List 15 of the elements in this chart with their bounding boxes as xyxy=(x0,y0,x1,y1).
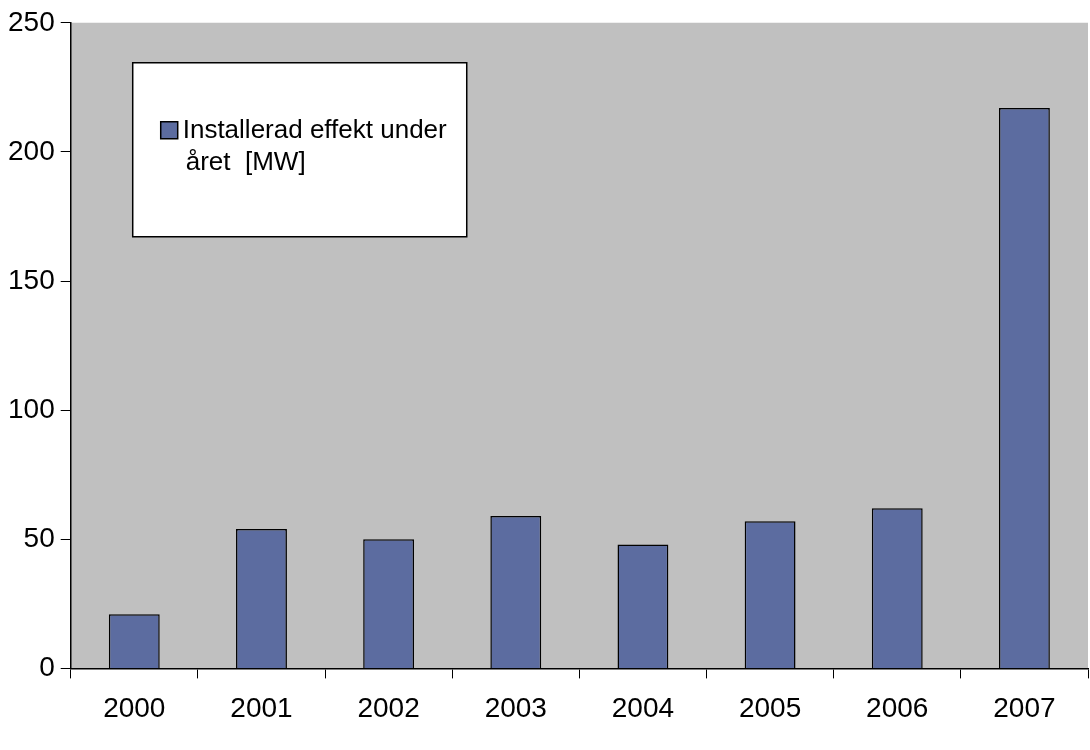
x-tick-label: 2005 xyxy=(738,691,802,723)
y-tick-label: 0 xyxy=(39,651,55,683)
y-tick-label: 200 xyxy=(8,134,55,166)
y-tick-label: 150 xyxy=(8,263,55,295)
x-tick-label: 2004 xyxy=(611,691,675,723)
x-tick-label: 2000 xyxy=(103,691,166,723)
x-tick-label: 2003 xyxy=(484,691,547,723)
y-tick-label: 250 xyxy=(8,5,55,37)
x-tick-label: 2001 xyxy=(230,691,293,723)
x-tick-label: 2006 xyxy=(866,691,929,723)
x-tick-label: 2007 xyxy=(993,691,1056,723)
legend-label: Installerad effekt under året [MW] xyxy=(182,113,448,176)
y-tick-label: 50 xyxy=(23,522,55,553)
x-tick-label: 2002 xyxy=(357,691,420,723)
y-tick-label: 100 xyxy=(8,392,55,424)
